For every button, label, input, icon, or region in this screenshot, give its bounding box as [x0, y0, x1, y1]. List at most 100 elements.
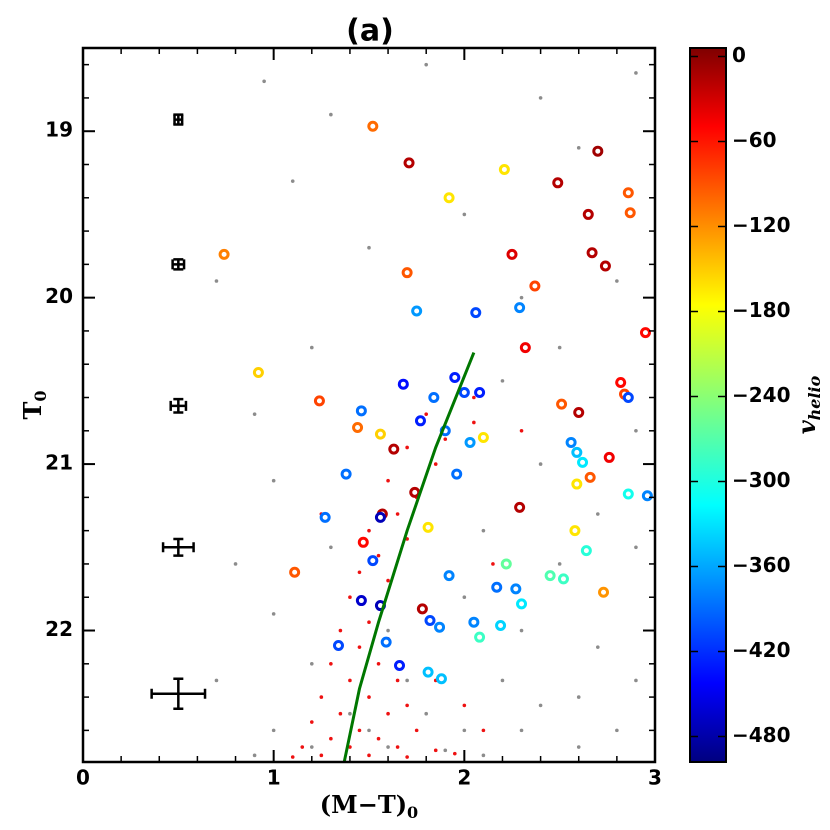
velocity-point [401, 267, 413, 279]
point [395, 678, 400, 683]
velocity-point [495, 620, 507, 632]
point [462, 595, 467, 600]
point [357, 728, 362, 733]
velocity-point [374, 511, 386, 523]
point [405, 445, 409, 450]
colorbar-tick-label: −240 [732, 383, 791, 407]
point [386, 628, 390, 633]
point [424, 412, 429, 416]
point [538, 96, 543, 100]
velocity-point [474, 631, 486, 643]
point [472, 395, 476, 400]
colorbar-tick-label: −480 [732, 723, 791, 747]
velocity-point [332, 639, 344, 651]
point [481, 528, 486, 533]
velocity-point [367, 555, 379, 567]
velocity-point [470, 307, 482, 319]
velocity-point [514, 501, 526, 513]
point [462, 212, 467, 217]
point [262, 79, 266, 84]
point [233, 562, 238, 566]
point [310, 745, 314, 749]
point [634, 71, 638, 75]
velocity-point [498, 163, 510, 175]
velocity-point [449, 372, 461, 384]
point [405, 703, 409, 708]
velocity-point [571, 446, 583, 458]
point [405, 678, 409, 683]
point [271, 478, 276, 483]
point [576, 695, 581, 699]
x-tick-label: 0 [76, 766, 90, 790]
point [405, 755, 409, 759]
velocity-point [464, 436, 476, 448]
point [481, 728, 486, 733]
velocity-point [319, 511, 331, 523]
point [538, 462, 543, 466]
y-tick-label: 19 [45, 118, 73, 142]
point [348, 595, 352, 600]
y-tick-label: 20 [45, 284, 73, 308]
point [348, 711, 352, 716]
velocity-point [424, 615, 436, 627]
point [596, 645, 600, 649]
point [519, 295, 524, 300]
point [424, 711, 429, 716]
point [395, 745, 400, 749]
velocity-point [641, 490, 653, 502]
colorbar-tick-label: −60 [732, 128, 777, 152]
point [271, 728, 276, 733]
y-tick-label: 21 [45, 451, 73, 475]
velocity-point [355, 405, 367, 417]
colorbar-label-main: v [792, 419, 821, 434]
point [367, 528, 371, 533]
velocity-point [500, 558, 512, 570]
velocity-point [411, 305, 423, 317]
point [472, 420, 476, 425]
velocity-point [443, 570, 455, 582]
velocity-point [529, 280, 541, 292]
colorbar-label: vhelio [792, 375, 824, 434]
velocity-point [409, 486, 421, 498]
velocity-point [313, 395, 325, 407]
error-bar-x [173, 114, 184, 125]
point [453, 751, 457, 756]
point [310, 662, 314, 666]
velocity-point [586, 247, 598, 259]
velocity-point [468, 616, 480, 628]
y-label-main: T [18, 402, 47, 420]
point [557, 562, 562, 566]
velocity-point [414, 415, 426, 427]
point [252, 753, 257, 758]
colorbar [689, 47, 727, 763]
velocity-point [435, 673, 447, 685]
point [329, 545, 333, 550]
y-axis-label: T0 [18, 391, 50, 420]
point [433, 462, 438, 466]
point [557, 345, 562, 350]
velocity-point [516, 598, 528, 610]
point [367, 620, 371, 624]
point [519, 728, 524, 733]
velocity-point [474, 387, 486, 399]
colorbar-label-sub: helio [805, 375, 824, 420]
velocity-point [422, 521, 434, 533]
point [615, 279, 619, 283]
point [357, 645, 362, 649]
point [519, 628, 524, 633]
velocity-point [434, 621, 446, 633]
colorbar-tick-label: −180 [732, 298, 791, 322]
point [376, 553, 381, 558]
velocity-point [355, 595, 367, 607]
x-tick-label: 1 [267, 766, 281, 790]
velocity-point [394, 659, 406, 671]
velocity-point [622, 488, 634, 500]
point [433, 748, 438, 753]
point [329, 662, 333, 666]
point [214, 678, 219, 683]
colorbar-tick-label: −420 [732, 638, 791, 662]
y-tick-label: 22 [45, 617, 73, 641]
velocity-point [571, 478, 583, 490]
point [271, 612, 276, 616]
point [576, 146, 581, 150]
